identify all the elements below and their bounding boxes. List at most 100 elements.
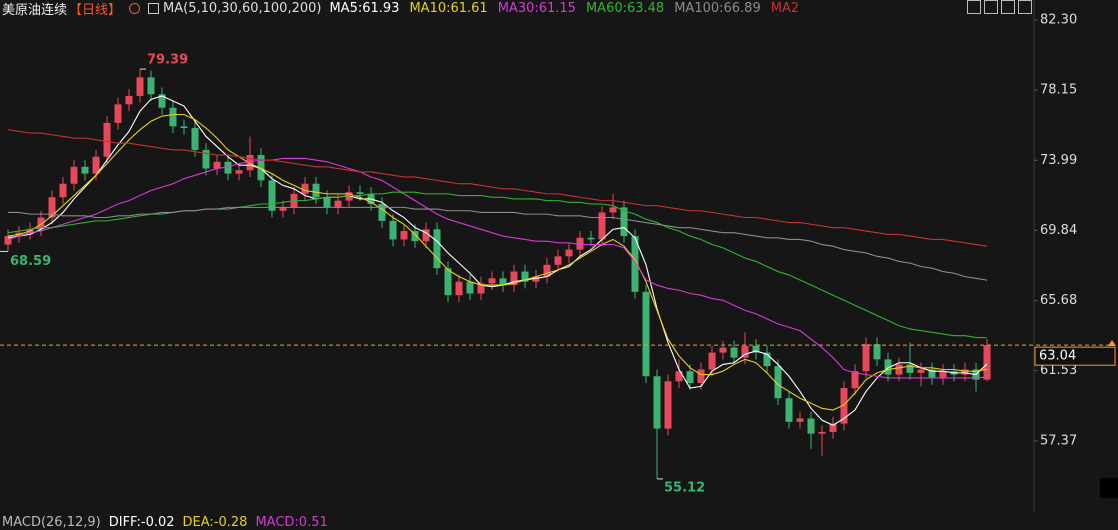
candle-body — [862, 344, 870, 372]
candle-body — [312, 183, 320, 198]
ma-line — [7, 129, 988, 247]
max-label: 79.39 — [147, 53, 188, 68]
candle-body — [147, 77, 155, 95]
candle-body — [488, 278, 496, 284]
candle-body — [213, 161, 221, 169]
candle-body — [378, 204, 386, 221]
candle-body — [774, 366, 782, 399]
last-price-label: 63.04 — [1039, 349, 1076, 364]
candle-body — [763, 352, 771, 367]
candle-body — [719, 347, 727, 353]
candle-body — [301, 183, 309, 194]
period[interactable]: 【日线】 — [69, 2, 122, 18]
y-tick-label: 61.53 — [1040, 363, 1077, 378]
candle-body — [884, 359, 892, 375]
candle-body — [840, 388, 848, 424]
ma-line — [7, 95, 988, 426]
candle-body — [356, 192, 364, 194]
toolbar — [967, 0, 1032, 14]
candle-body — [345, 192, 353, 201]
candle-body — [818, 431, 826, 434]
candle-body — [389, 220, 397, 240]
candle-body — [92, 156, 100, 174]
ma-line — [7, 157, 988, 379]
candle-body — [169, 107, 177, 127]
candle-body — [400, 231, 408, 240]
candle-body — [455, 281, 463, 296]
candle-body — [741, 345, 749, 358]
macd-legend-entry: MACD(26,12,9) — [2, 515, 101, 530]
candle-body — [433, 229, 441, 269]
legend-entry: MA60:63.48 — [585, 0, 665, 16]
legend: MA5:61.93 MA10:61.61 MA30:61.15 MA60:63.48 M… — [329, 1, 799, 16]
candle-body — [675, 371, 683, 382]
candles — [4, 69, 991, 479]
candle-body — [730, 347, 738, 358]
candle-body — [411, 231, 419, 242]
candle-body — [334, 200, 342, 208]
candle-body — [532, 276, 540, 282]
min-label: 55.12 — [664, 480, 705, 495]
candle-body — [543, 264, 551, 277]
candle-body — [961, 369, 969, 375]
y-tick-label: 82.30 — [1040, 12, 1077, 27]
candle-body — [642, 291, 650, 377]
candle-body — [224, 161, 232, 174]
candle-body — [609, 207, 617, 213]
candle-body — [807, 418, 815, 434]
tool-button[interactable] — [1018, 0, 1032, 14]
candle-body — [4, 236, 12, 245]
macd-legend-entry: DIFF:-0.02 — [108, 515, 175, 530]
y-tick-label: 69.84 — [1040, 223, 1077, 238]
candle-body — [510, 271, 518, 286]
ma-line — [7, 113, 988, 411]
candle-body — [136, 77, 144, 96]
candle-body — [631, 236, 639, 292]
left-low-label: 68.59 — [10, 254, 51, 269]
candle-body — [422, 229, 430, 242]
legend-entry: MA100:66.89 — [674, 0, 761, 16]
legend-entry: MA30:61.15 — [497, 0, 576, 16]
candle-body — [598, 212, 606, 240]
candle-body — [565, 249, 573, 257]
candle-body — [620, 207, 628, 237]
last-price-box — [1034, 346, 1116, 366]
candle-body — [246, 155, 254, 171]
ma-header: MA(5,10,30,60,100,200) — [163, 0, 322, 16]
settings-icon[interactable] — [148, 2, 160, 14]
candle-body — [587, 237, 595, 240]
tool-button[interactable] — [1001, 0, 1015, 14]
candle-body — [81, 166, 89, 174]
y-tick-label: 57.37 — [1040, 433, 1077, 448]
tool-button[interactable] — [967, 0, 981, 14]
candle-body — [928, 369, 936, 378]
candle-body — [444, 268, 452, 296]
macd-legend: MACD(26,12,9) DIFF:-0.02 DEA:-0.28 MACD:0.5… — [2, 515, 328, 530]
macd-legend-entry: MACD:0.51 — [255, 515, 328, 530]
candle-body — [257, 155, 265, 181]
y-tick-label: 73.99 — [1040, 153, 1077, 168]
candle-body — [499, 278, 507, 286]
candle-body — [697, 369, 705, 384]
candle-body — [202, 149, 210, 169]
y-tick-label: 78.15 — [1040, 83, 1077, 98]
candle-body — [653, 376, 661, 429]
candle-body — [180, 126, 188, 129]
candle-body — [114, 104, 122, 123]
candle-body — [48, 197, 56, 218]
candle-body — [939, 371, 947, 378]
legend-entry: MA5:61.93 — [329, 0, 400, 16]
title: 美原油连续 — [2, 2, 68, 18]
price-arrow — [1108, 340, 1116, 346]
candle-body — [785, 398, 793, 422]
candle-body — [686, 371, 694, 384]
tool-button[interactable] — [984, 0, 998, 14]
scroll-box — [1100, 478, 1118, 498]
candle-body — [521, 271, 529, 282]
y-tick-label: 65.68 — [1040, 293, 1077, 308]
add-icon[interactable] — [129, 2, 141, 14]
candle-body — [895, 364, 903, 375]
candle-body — [576, 237, 584, 250]
header: 美原油连续 【日线】 MA(5,10,30,60,100,200) MA5:61… — [2, 0, 799, 18]
